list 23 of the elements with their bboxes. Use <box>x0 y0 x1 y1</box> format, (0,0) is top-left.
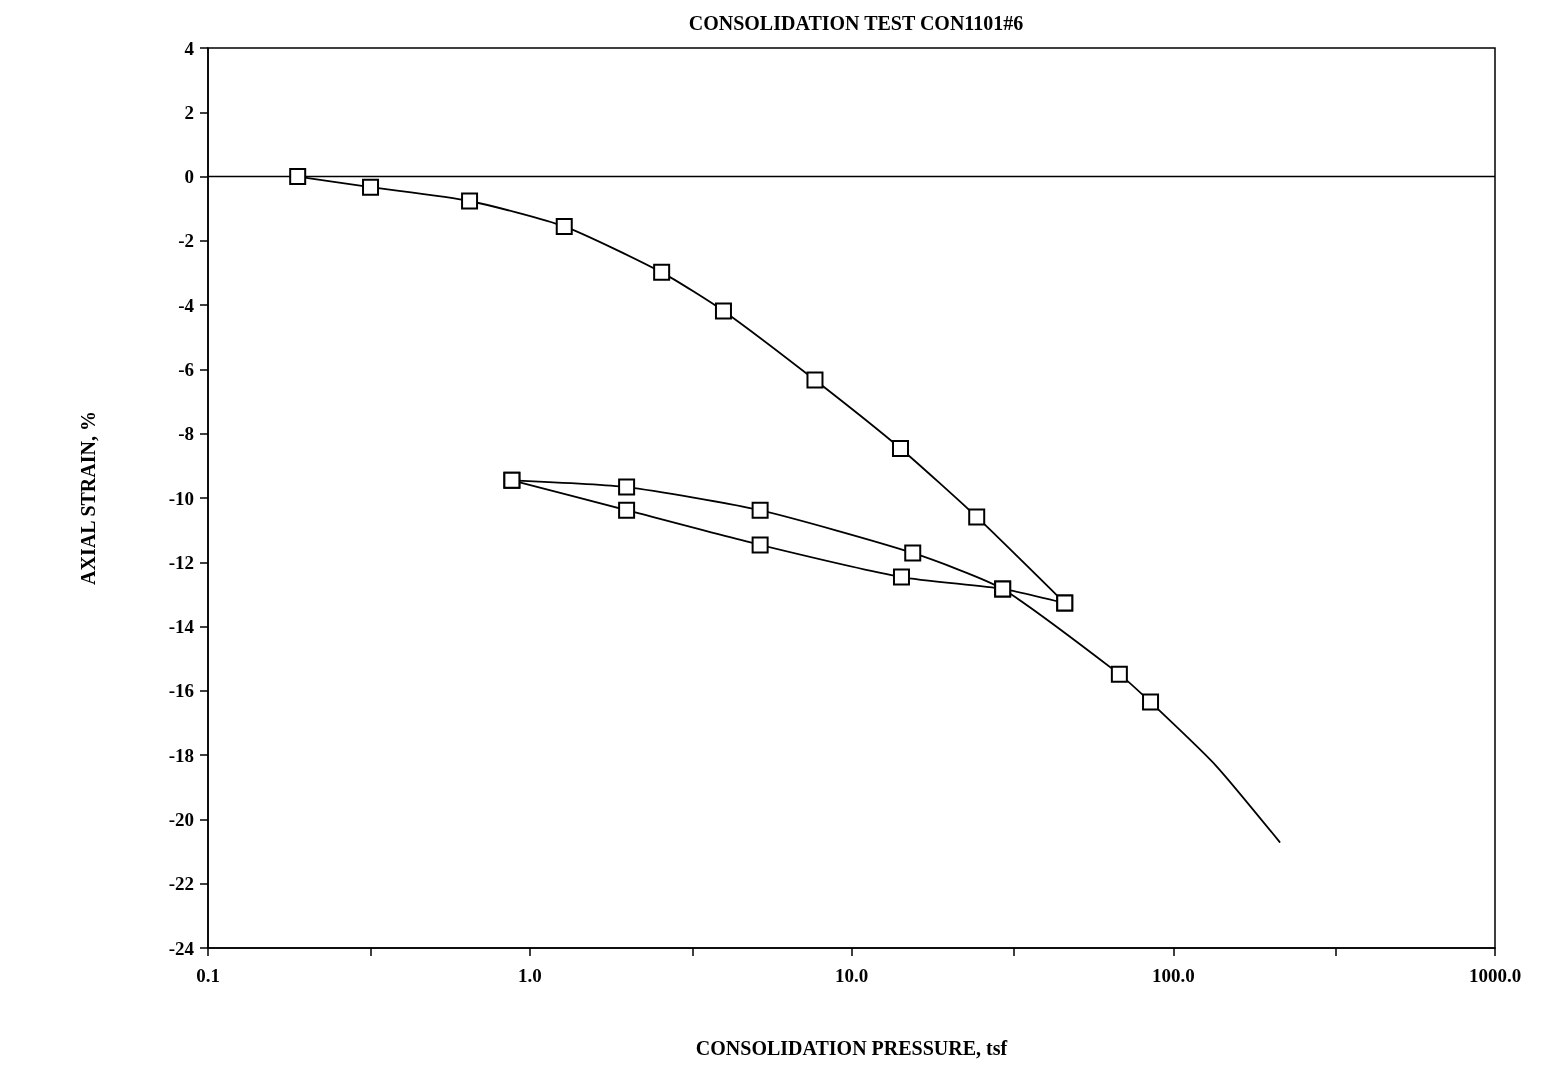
x-axis-title: CONSOLIDATION PRESSURE, tsf <box>695 1037 1008 1059</box>
y-axis-title: AXIAL STRAIN, % <box>77 411 99 585</box>
x-tick-label: 0.1 <box>196 965 220 986</box>
x-tick-label: 100.0 <box>1151 965 1195 986</box>
y-tick-label: -6 <box>178 358 194 380</box>
y-tick-label: -20 <box>168 808 194 830</box>
y-tick-label: -12 <box>168 551 194 573</box>
y-tick-label: 4 <box>184 37 195 59</box>
y-tick-label: -24 <box>168 937 195 959</box>
x-tick-label: 1.0 <box>517 965 542 986</box>
y-tick-label: -8 <box>178 423 194 445</box>
y-tick-label: 2 <box>184 101 194 123</box>
y-tick-label: -2 <box>178 230 194 252</box>
y-tick-label: -22 <box>168 873 194 895</box>
y-tick-label: -18 <box>168 744 194 766</box>
y-tick-label: 0 <box>184 166 194 188</box>
y-tick-label: -4 <box>178 294 195 316</box>
y-tick-label: -14 <box>168 616 195 638</box>
y-tick-label: -16 <box>168 680 194 702</box>
chart-title: CONSOLIDATION TEST CON1101#6 <box>688 12 1024 34</box>
x-tick-label: 10.0 <box>834 965 869 986</box>
y-tick-label: -10 <box>168 487 194 509</box>
x-tick-label: 1000.0 <box>1468 965 1522 986</box>
